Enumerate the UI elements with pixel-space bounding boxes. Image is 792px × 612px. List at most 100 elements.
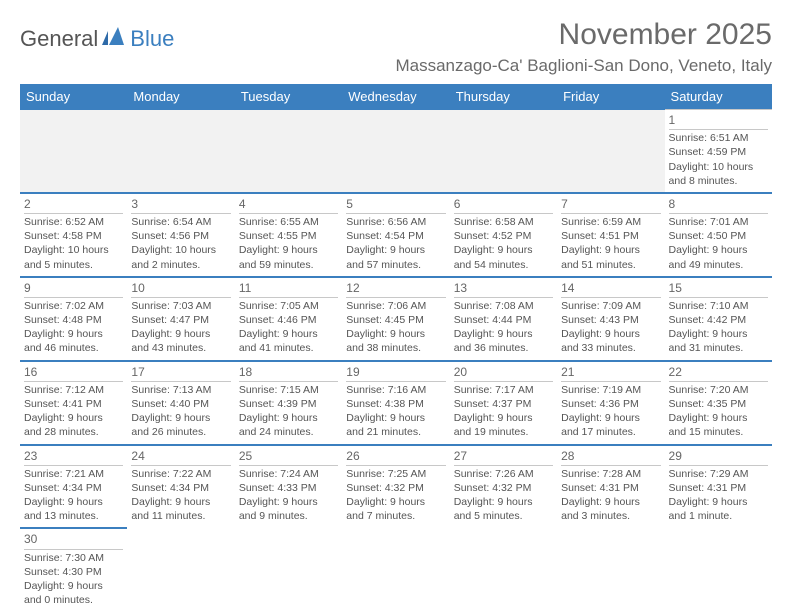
month-title: November 2025: [395, 18, 772, 52]
sunset-text: Sunset: 4:34 PM: [24, 481, 123, 495]
day-info: Sunrise: 6:52 AMSunset: 4:58 PMDaylight:…: [24, 215, 123, 272]
day-info: Sunrise: 7:01 AMSunset: 4:50 PMDaylight:…: [669, 215, 768, 272]
calendar-cell: 19Sunrise: 7:16 AMSunset: 4:38 PMDayligh…: [342, 361, 449, 445]
day-info: Sunrise: 7:02 AMSunset: 4:48 PMDaylight:…: [24, 299, 123, 356]
day-number: 7: [561, 196, 660, 214]
daylight-text-2: and 5 minutes.: [454, 509, 553, 523]
logo-text-blue: Blue: [130, 26, 174, 52]
day-number: 16: [24, 364, 123, 382]
sunset-text: Sunset: 4:31 PM: [669, 481, 768, 495]
calendar-week: 2Sunrise: 6:52 AMSunset: 4:58 PMDaylight…: [20, 193, 772, 277]
daylight-text-1: Daylight: 9 hours: [561, 243, 660, 257]
sunset-text: Sunset: 4:32 PM: [454, 481, 553, 495]
sunrise-text: Sunrise: 7:21 AM: [24, 467, 123, 481]
day-number: 10: [131, 280, 230, 298]
calendar-cell: 12Sunrise: 7:06 AMSunset: 4:45 PMDayligh…: [342, 277, 449, 361]
daylight-text-2: and 15 minutes.: [669, 425, 768, 439]
day-number: 2: [24, 196, 123, 214]
daylight-text-1: Daylight: 9 hours: [454, 327, 553, 341]
calendar-cell: 13Sunrise: 7:08 AMSunset: 4:44 PMDayligh…: [450, 277, 557, 361]
sunrise-text: Sunrise: 7:24 AM: [239, 467, 338, 481]
calendar-cell: 22Sunrise: 7:20 AMSunset: 4:35 PMDayligh…: [665, 361, 772, 445]
sunset-text: Sunset: 4:39 PM: [239, 397, 338, 411]
sunset-text: Sunset: 4:43 PM: [561, 313, 660, 327]
calendar-cell: [342, 528, 449, 611]
daylight-text-1: Daylight: 9 hours: [24, 579, 123, 593]
sunset-text: Sunset: 4:41 PM: [24, 397, 123, 411]
day-info: Sunrise: 7:17 AMSunset: 4:37 PMDaylight:…: [454, 383, 553, 440]
day-header-row: Sunday Monday Tuesday Wednesday Thursday…: [20, 84, 772, 110]
daylight-text-2: and 9 minutes.: [239, 509, 338, 523]
day-header: Friday: [557, 84, 664, 110]
calendar-cell: 8Sunrise: 7:01 AMSunset: 4:50 PMDaylight…: [665, 193, 772, 277]
daylight-text-1: Daylight: 9 hours: [239, 327, 338, 341]
day-info: Sunrise: 7:26 AMSunset: 4:32 PMDaylight:…: [454, 467, 553, 524]
calendar-week: 9Sunrise: 7:02 AMSunset: 4:48 PMDaylight…: [20, 277, 772, 361]
sunset-text: Sunset: 4:40 PM: [131, 397, 230, 411]
day-number: 29: [669, 448, 768, 466]
calendar-cell: 28Sunrise: 7:28 AMSunset: 4:31 PMDayligh…: [557, 445, 664, 529]
daylight-text-1: Daylight: 9 hours: [346, 327, 445, 341]
calendar-table: Sunday Monday Tuesday Wednesday Thursday…: [20, 84, 772, 611]
day-number: 14: [561, 280, 660, 298]
calendar-cell: 16Sunrise: 7:12 AMSunset: 4:41 PMDayligh…: [20, 361, 127, 445]
daylight-text-1: Daylight: 9 hours: [561, 327, 660, 341]
calendar-cell: [235, 528, 342, 611]
sunrise-text: Sunrise: 7:17 AM: [454, 383, 553, 397]
daylight-text-2: and 2 minutes.: [131, 258, 230, 272]
daylight-text-2: and 21 minutes.: [346, 425, 445, 439]
sunset-text: Sunset: 4:46 PM: [239, 313, 338, 327]
day-info: Sunrise: 6:58 AMSunset: 4:52 PMDaylight:…: [454, 215, 553, 272]
calendar-cell: 2Sunrise: 6:52 AMSunset: 4:58 PMDaylight…: [20, 193, 127, 277]
sunset-text: Sunset: 4:59 PM: [669, 145, 768, 159]
sunrise-text: Sunrise: 7:13 AM: [131, 383, 230, 397]
daylight-text-2: and 38 minutes.: [346, 341, 445, 355]
calendar-cell: 10Sunrise: 7:03 AMSunset: 4:47 PMDayligh…: [127, 277, 234, 361]
day-info: Sunrise: 7:03 AMSunset: 4:47 PMDaylight:…: [131, 299, 230, 356]
sunrise-text: Sunrise: 6:55 AM: [239, 215, 338, 229]
sunset-text: Sunset: 4:51 PM: [561, 229, 660, 243]
sunset-text: Sunset: 4:48 PM: [24, 313, 123, 327]
sunset-text: Sunset: 4:31 PM: [561, 481, 660, 495]
day-header: Tuesday: [235, 84, 342, 110]
daylight-text-1: Daylight: 9 hours: [239, 495, 338, 509]
flag-icon: [102, 27, 128, 52]
day-header: Saturday: [665, 84, 772, 110]
daylight-text-2: and 57 minutes.: [346, 258, 445, 272]
sunrise-text: Sunrise: 7:20 AM: [669, 383, 768, 397]
calendar-cell: [20, 110, 127, 193]
sunset-text: Sunset: 4:44 PM: [454, 313, 553, 327]
daylight-text-2: and 28 minutes.: [24, 425, 123, 439]
sunset-text: Sunset: 4:52 PM: [454, 229, 553, 243]
daylight-text-1: Daylight: 9 hours: [561, 495, 660, 509]
daylight-text-1: Daylight: 9 hours: [669, 495, 768, 509]
calendar-cell: 6Sunrise: 6:58 AMSunset: 4:52 PMDaylight…: [450, 193, 557, 277]
sunrise-text: Sunrise: 6:59 AM: [561, 215, 660, 229]
sunrise-text: Sunrise: 7:05 AM: [239, 299, 338, 313]
daylight-text-2: and 49 minutes.: [669, 258, 768, 272]
daylight-text-2: and 0 minutes.: [24, 593, 123, 607]
day-info: Sunrise: 7:16 AMSunset: 4:38 PMDaylight:…: [346, 383, 445, 440]
daylight-text-2: and 46 minutes.: [24, 341, 123, 355]
calendar-cell: [127, 110, 234, 193]
calendar-cell: 7Sunrise: 6:59 AMSunset: 4:51 PMDaylight…: [557, 193, 664, 277]
sunrise-text: Sunrise: 7:19 AM: [561, 383, 660, 397]
day-number: 6: [454, 196, 553, 214]
sunset-text: Sunset: 4:37 PM: [454, 397, 553, 411]
sunrise-text: Sunrise: 7:10 AM: [669, 299, 768, 313]
day-info: Sunrise: 7:10 AMSunset: 4:42 PMDaylight:…: [669, 299, 768, 356]
daylight-text-1: Daylight: 10 hours: [131, 243, 230, 257]
day-number: 26: [346, 448, 445, 466]
daylight-text-2: and 13 minutes.: [24, 509, 123, 523]
calendar-cell: 27Sunrise: 7:26 AMSunset: 4:32 PMDayligh…: [450, 445, 557, 529]
sunset-text: Sunset: 4:38 PM: [346, 397, 445, 411]
sunrise-text: Sunrise: 7:08 AM: [454, 299, 553, 313]
sunset-text: Sunset: 4:56 PM: [131, 229, 230, 243]
calendar-cell: [665, 528, 772, 611]
daylight-text-1: Daylight: 10 hours: [24, 243, 123, 257]
daylight-text-2: and 59 minutes.: [239, 258, 338, 272]
daylight-text-1: Daylight: 9 hours: [24, 411, 123, 425]
title-block: November 2025 Massanzago-Ca' Baglioni-Sa…: [395, 18, 772, 76]
daylight-text-2: and 3 minutes.: [561, 509, 660, 523]
day-info: Sunrise: 6:54 AMSunset: 4:56 PMDaylight:…: [131, 215, 230, 272]
